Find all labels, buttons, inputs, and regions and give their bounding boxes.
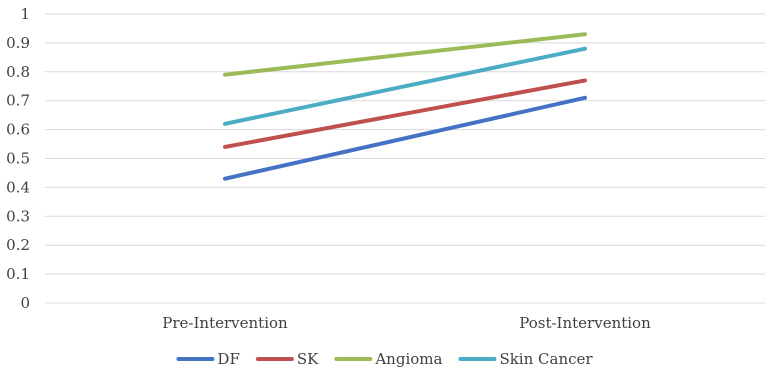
y-tick-label: 0.4 xyxy=(6,178,30,196)
y-tick-label: 0.3 xyxy=(6,207,30,225)
y-axis-ticks: 0 0.1 0.2 0.3 0.4 0.5 0.6 0.7 0.8 0.9 1 xyxy=(6,5,30,312)
series-line-skin-cancer xyxy=(223,46,587,126)
legend-item: Skin Cancer xyxy=(458,350,593,368)
y-tick-label: 0.6 xyxy=(6,121,30,139)
legend-label: Angioma xyxy=(374,350,442,368)
series-line-df xyxy=(223,95,587,181)
series-line-angioma xyxy=(223,32,587,77)
y-tick-label: 0.1 xyxy=(6,265,30,283)
series-line-sk xyxy=(223,78,587,149)
legend: DF SK Angioma Skin Cancer xyxy=(176,350,593,368)
gridlines xyxy=(45,13,765,304)
x-axis-categories: Pre-Intervention Post-Intervention xyxy=(162,314,651,332)
y-tick-label: 0.2 xyxy=(6,236,30,254)
x-category-label: Post-Intervention xyxy=(519,314,651,332)
legend-item: Angioma xyxy=(334,350,442,368)
legend-label: Skin Cancer xyxy=(499,350,593,368)
series-lines xyxy=(223,32,587,181)
y-tick-label: 0.7 xyxy=(6,92,30,110)
legend-label: DF xyxy=(217,350,239,368)
legend-item: DF xyxy=(176,350,240,368)
legend-label: SK xyxy=(297,350,319,368)
y-tick-label: 0.9 xyxy=(6,34,30,52)
y-tick-label: 0.5 xyxy=(6,150,30,168)
y-tick-label: 0.8 xyxy=(6,63,30,81)
legend-item: SK xyxy=(255,350,319,368)
y-tick-label: 0 xyxy=(20,294,30,312)
x-category-label: Pre-Intervention xyxy=(162,314,288,332)
y-tick-label: 1 xyxy=(20,5,30,23)
